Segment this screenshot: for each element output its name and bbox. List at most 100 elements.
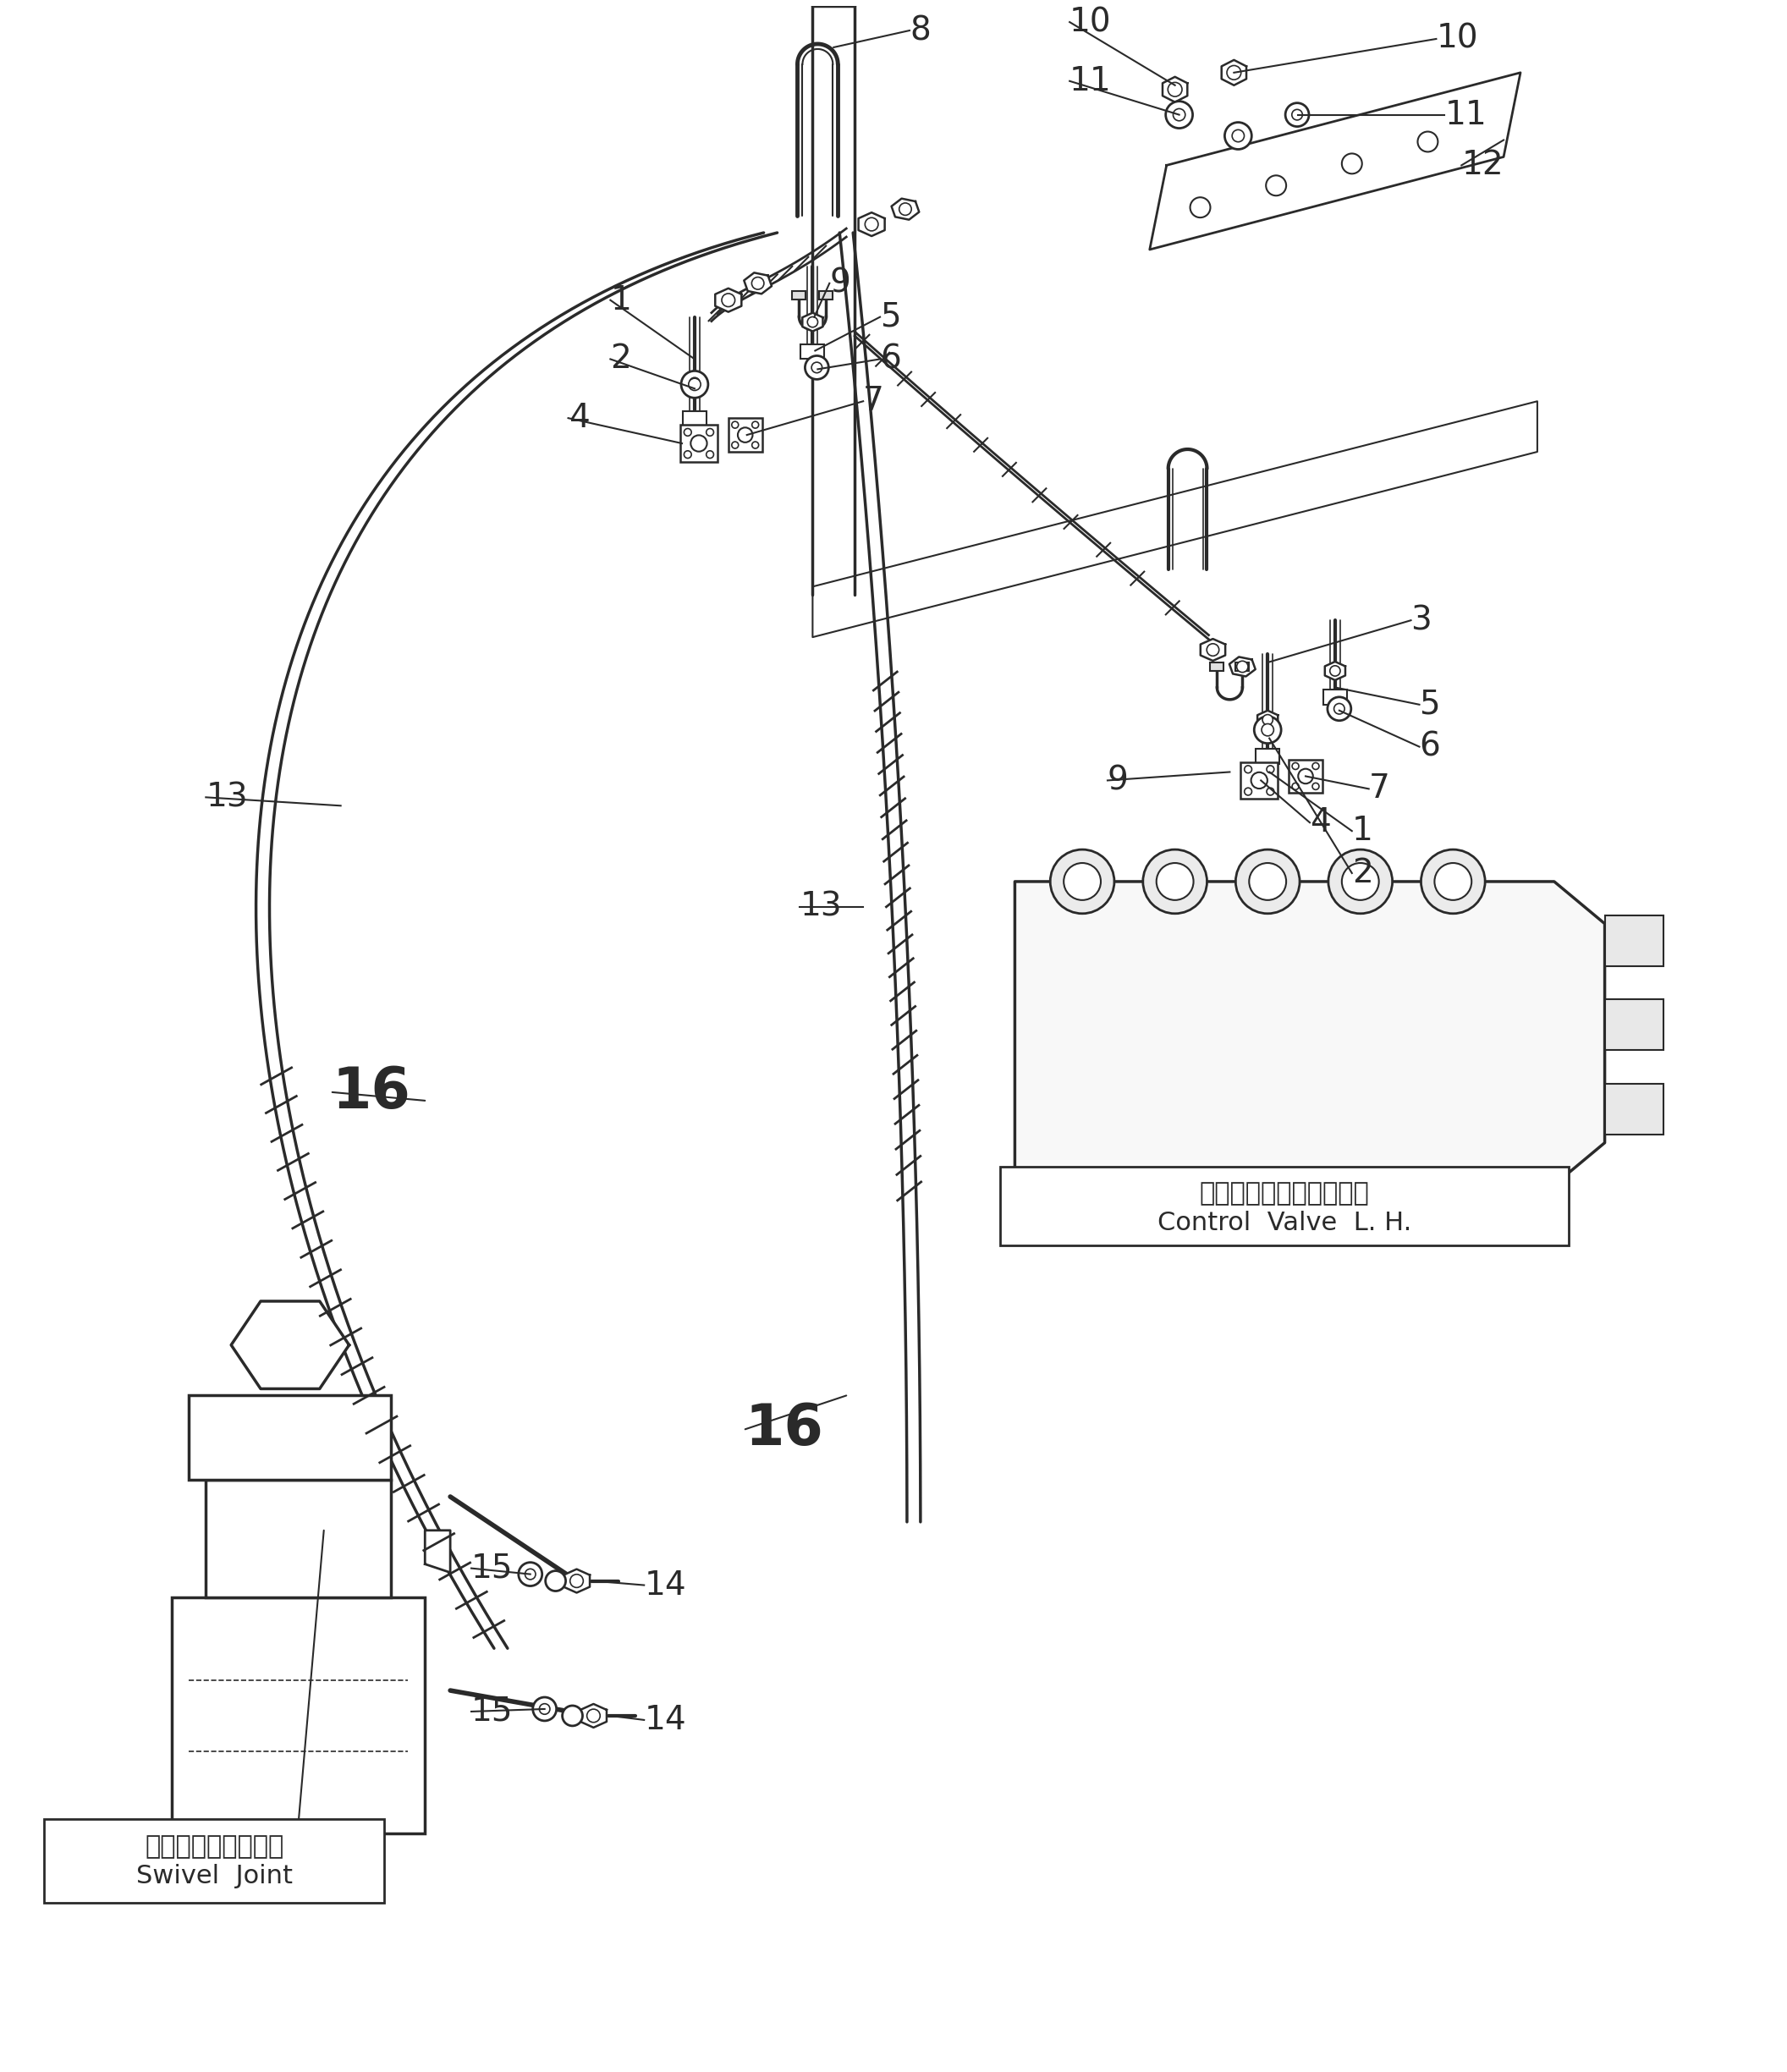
Circle shape: [1165, 102, 1192, 128]
Text: 9: 9: [1108, 765, 1129, 796]
Text: 5: 5: [879, 300, 901, 334]
FancyBboxPatch shape: [45, 1819, 384, 1902]
Bar: [1322, 690, 1347, 704]
Bar: [1605, 1084, 1664, 1133]
Text: 13: 13: [206, 781, 248, 814]
Bar: [1240, 762, 1278, 800]
Text: Swivel  Joint: Swivel Joint: [136, 1863, 293, 1888]
Text: 4: 4: [1310, 806, 1331, 839]
Polygon shape: [1149, 73, 1521, 249]
Circle shape: [1156, 864, 1194, 899]
Circle shape: [681, 371, 708, 398]
Polygon shape: [581, 1703, 606, 1728]
Polygon shape: [892, 199, 919, 220]
Circle shape: [1312, 783, 1319, 789]
Bar: [1605, 916, 1664, 966]
Polygon shape: [425, 1531, 450, 1573]
Bar: [801, 344, 824, 358]
Circle shape: [738, 427, 752, 441]
Polygon shape: [684, 373, 704, 392]
Circle shape: [1244, 787, 1253, 796]
Circle shape: [545, 1571, 566, 1591]
Circle shape: [1262, 723, 1274, 736]
Circle shape: [1435, 864, 1471, 899]
Circle shape: [1292, 110, 1303, 120]
Circle shape: [1237, 661, 1247, 671]
Bar: [1605, 999, 1664, 1051]
Circle shape: [570, 1575, 583, 1587]
Circle shape: [1254, 717, 1281, 744]
Text: 2: 2: [611, 344, 631, 375]
Text: 7: 7: [863, 385, 885, 416]
Polygon shape: [1222, 60, 1246, 85]
Circle shape: [533, 1697, 556, 1722]
Text: 9: 9: [829, 267, 851, 298]
Circle shape: [1342, 864, 1380, 899]
Text: Control  Valve  L. H.: Control Valve L. H.: [1158, 1210, 1412, 1235]
Circle shape: [1231, 131, 1244, 141]
Circle shape: [1262, 715, 1272, 725]
Circle shape: [1265, 176, 1287, 195]
Polygon shape: [1201, 638, 1226, 661]
Text: 13: 13: [801, 891, 842, 922]
Circle shape: [722, 294, 734, 307]
Circle shape: [811, 363, 822, 373]
Circle shape: [1206, 644, 1219, 657]
Text: 15: 15: [472, 1552, 513, 1585]
Bar: [792, 290, 806, 298]
Circle shape: [1251, 773, 1267, 789]
Circle shape: [1244, 765, 1253, 773]
Text: スイベルジョイント: スイベルジョイント: [145, 1834, 284, 1859]
Bar: [1256, 748, 1279, 765]
Circle shape: [731, 441, 738, 448]
Circle shape: [706, 429, 713, 435]
Text: 15: 15: [472, 1695, 513, 1728]
Bar: [1210, 663, 1224, 671]
Polygon shape: [1015, 881, 1605, 1185]
Circle shape: [563, 1705, 583, 1726]
Text: 12: 12: [1462, 149, 1503, 182]
Circle shape: [804, 356, 829, 379]
Circle shape: [1228, 66, 1240, 79]
Polygon shape: [563, 1569, 590, 1593]
Polygon shape: [1324, 661, 1346, 680]
Bar: [172, 1598, 425, 1834]
Polygon shape: [231, 1301, 348, 1388]
Bar: [681, 425, 717, 462]
Circle shape: [690, 377, 701, 387]
Text: 4: 4: [568, 402, 590, 435]
Circle shape: [706, 452, 713, 458]
FancyBboxPatch shape: [1001, 1167, 1569, 1245]
Bar: [813, 6, 854, 595]
Bar: [189, 1397, 391, 1479]
Circle shape: [1292, 783, 1299, 789]
Text: 7: 7: [1369, 773, 1390, 804]
Circle shape: [1330, 665, 1340, 675]
Circle shape: [1051, 850, 1115, 914]
Circle shape: [692, 435, 708, 452]
Bar: [206, 1479, 391, 1598]
Circle shape: [1249, 864, 1287, 899]
Circle shape: [1190, 197, 1210, 218]
Text: コントロールバルブ左側: コントロールバルブ左側: [1199, 1181, 1369, 1206]
Text: 14: 14: [643, 1703, 686, 1736]
Polygon shape: [813, 402, 1537, 638]
Circle shape: [586, 1709, 600, 1722]
Circle shape: [865, 218, 877, 230]
Circle shape: [684, 429, 692, 435]
Text: 8: 8: [910, 15, 931, 46]
Bar: [1288, 758, 1322, 794]
Polygon shape: [715, 288, 742, 313]
Circle shape: [752, 421, 759, 429]
Circle shape: [1267, 787, 1274, 796]
Polygon shape: [802, 313, 822, 332]
Text: 6: 6: [1419, 731, 1440, 762]
Circle shape: [731, 421, 738, 429]
Text: 11: 11: [1070, 64, 1112, 97]
Circle shape: [1292, 762, 1299, 769]
Circle shape: [688, 379, 701, 390]
Circle shape: [1224, 122, 1251, 149]
Circle shape: [752, 278, 765, 290]
Circle shape: [1421, 850, 1485, 914]
Circle shape: [1063, 864, 1101, 899]
